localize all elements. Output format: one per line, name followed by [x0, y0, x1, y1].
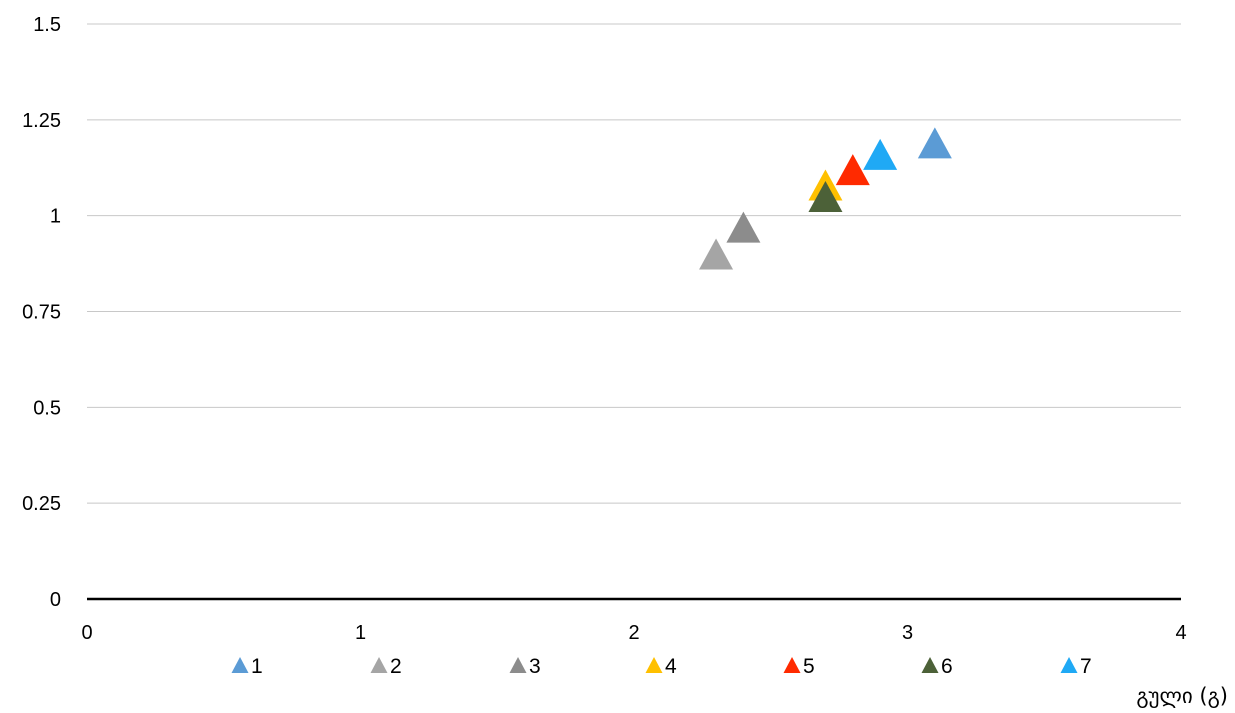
data-point-series-6	[808, 181, 843, 212]
legend-label: 2	[390, 655, 402, 678]
data-point-series-1	[917, 127, 952, 159]
y-tick-label: 0.75	[22, 302, 61, 324]
legend-label: 5	[803, 655, 815, 678]
data-point-series-2	[699, 238, 734, 270]
legend-marker	[231, 657, 249, 673]
gridlines	[87, 23, 1181, 601]
legend-marker	[1060, 657, 1078, 673]
y-tick-label: 0	[50, 589, 61, 611]
legend-marker	[509, 657, 527, 673]
x-tick-label: 0	[81, 622, 92, 644]
legend-item-6: 6	[921, 655, 953, 678]
legend-label: 3	[529, 655, 541, 678]
legend-marker	[783, 657, 801, 673]
legend-marker	[645, 657, 663, 673]
y-tick-label: 0.5	[33, 397, 61, 419]
legend-label: 7	[1080, 655, 1092, 678]
legend-item-7: 7	[1060, 655, 1092, 678]
y-tick-label: 0.25	[22, 493, 61, 515]
legend-item-2: 2	[370, 655, 402, 678]
y-axis-tick-labels: 0 0.25 0.5 0.75 1 1.25 1.5	[22, 14, 61, 611]
y-tick-label: 1.5	[33, 14, 61, 36]
data-point-series-5	[835, 154, 870, 186]
x-axis-tick-labels: 0 1 2 3 4	[81, 622, 1186, 644]
data-points	[699, 127, 952, 270]
legend-item-4: 4	[645, 655, 677, 678]
legend-item-1: 1	[231, 655, 263, 678]
legend: 1 2 3 4 5 6 7	[231, 655, 1092, 678]
legend-item-5: 5	[783, 655, 815, 678]
x-tick-label: 1	[355, 622, 366, 644]
x-tick-label: 2	[628, 622, 639, 644]
legend-marker	[370, 657, 388, 673]
data-point-series-7	[863, 138, 898, 170]
x-axis-title: გული (გ)	[1136, 684, 1228, 708]
legend-label: 1	[251, 655, 263, 678]
data-point-series-3	[726, 211, 761, 243]
legend-label: 4	[665, 655, 677, 678]
x-tick-label: 4	[1175, 622, 1186, 644]
x-tick-label: 3	[902, 622, 913, 644]
y-tick-label: 1	[50, 206, 61, 228]
legend-label: 6	[941, 655, 953, 678]
y-tick-label: 1.25	[22, 110, 61, 132]
legend-marker	[921, 657, 939, 673]
legend-item-3: 3	[509, 655, 541, 678]
